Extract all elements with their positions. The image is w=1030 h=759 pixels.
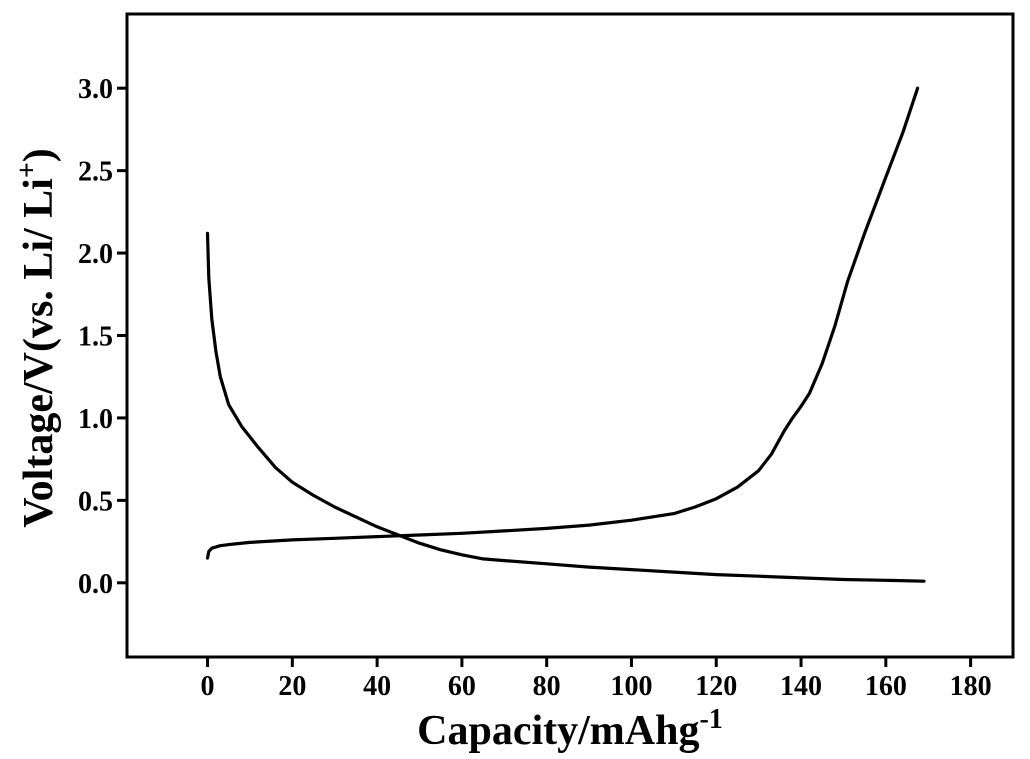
- series-discharge-line: [205, 231, 926, 583]
- series-charge-line: [205, 86, 920, 560]
- x-tick-label-120: 120: [695, 671, 737, 702]
- y-axis-title-main: Voltage/V(vs. Li/ Li: [16, 178, 62, 528]
- y-tick-label-0.5: 0.5: [78, 486, 113, 517]
- x-tick-label-100: 100: [610, 671, 652, 702]
- x-tick-label-60: 60: [448, 671, 476, 702]
- x-tick-label-180: 180: [950, 671, 992, 702]
- x-tick-label-20: 20: [278, 671, 306, 702]
- y-tick-label-1.0: 1.0: [78, 404, 113, 435]
- x-tick-label-40: 40: [363, 671, 391, 702]
- x-tick-label-160: 160: [865, 671, 907, 702]
- x-axis-title: Capacity/mAhg-1: [417, 704, 723, 754]
- y-tick-label-0.0: 0.0: [78, 569, 113, 600]
- x-tick-label-0: 0: [201, 671, 215, 702]
- y-axis-title-sup: +: [12, 162, 43, 178]
- y-axis-title: Voltage/V(vs. Li/ Li+): [12, 148, 62, 528]
- plot-area: [205, 86, 926, 583]
- x-axis-title-main: Capacity/mAhg: [417, 708, 699, 754]
- y-tick-label-2.0: 2.0: [78, 239, 113, 270]
- y-tick-label-1.5: 1.5: [78, 322, 113, 353]
- x-tick-label-140: 140: [780, 671, 822, 702]
- x-tick-label-80: 80: [533, 671, 561, 702]
- x-axis-title-sup: -1: [700, 704, 723, 735]
- tick-labels: 0 20 40 60 80 100 120 140 160 180 0.0 0.5 1.0 1.5 2.0 2…: [78, 74, 992, 702]
- y-tick-label-3.0: 3.0: [78, 74, 113, 105]
- y-tick-label-2.5: 2.5: [78, 157, 113, 188]
- y-axis-title-close: ): [16, 148, 62, 162]
- axis-ticks: [117, 86, 973, 667]
- plot-frame: [125, 12, 1015, 659]
